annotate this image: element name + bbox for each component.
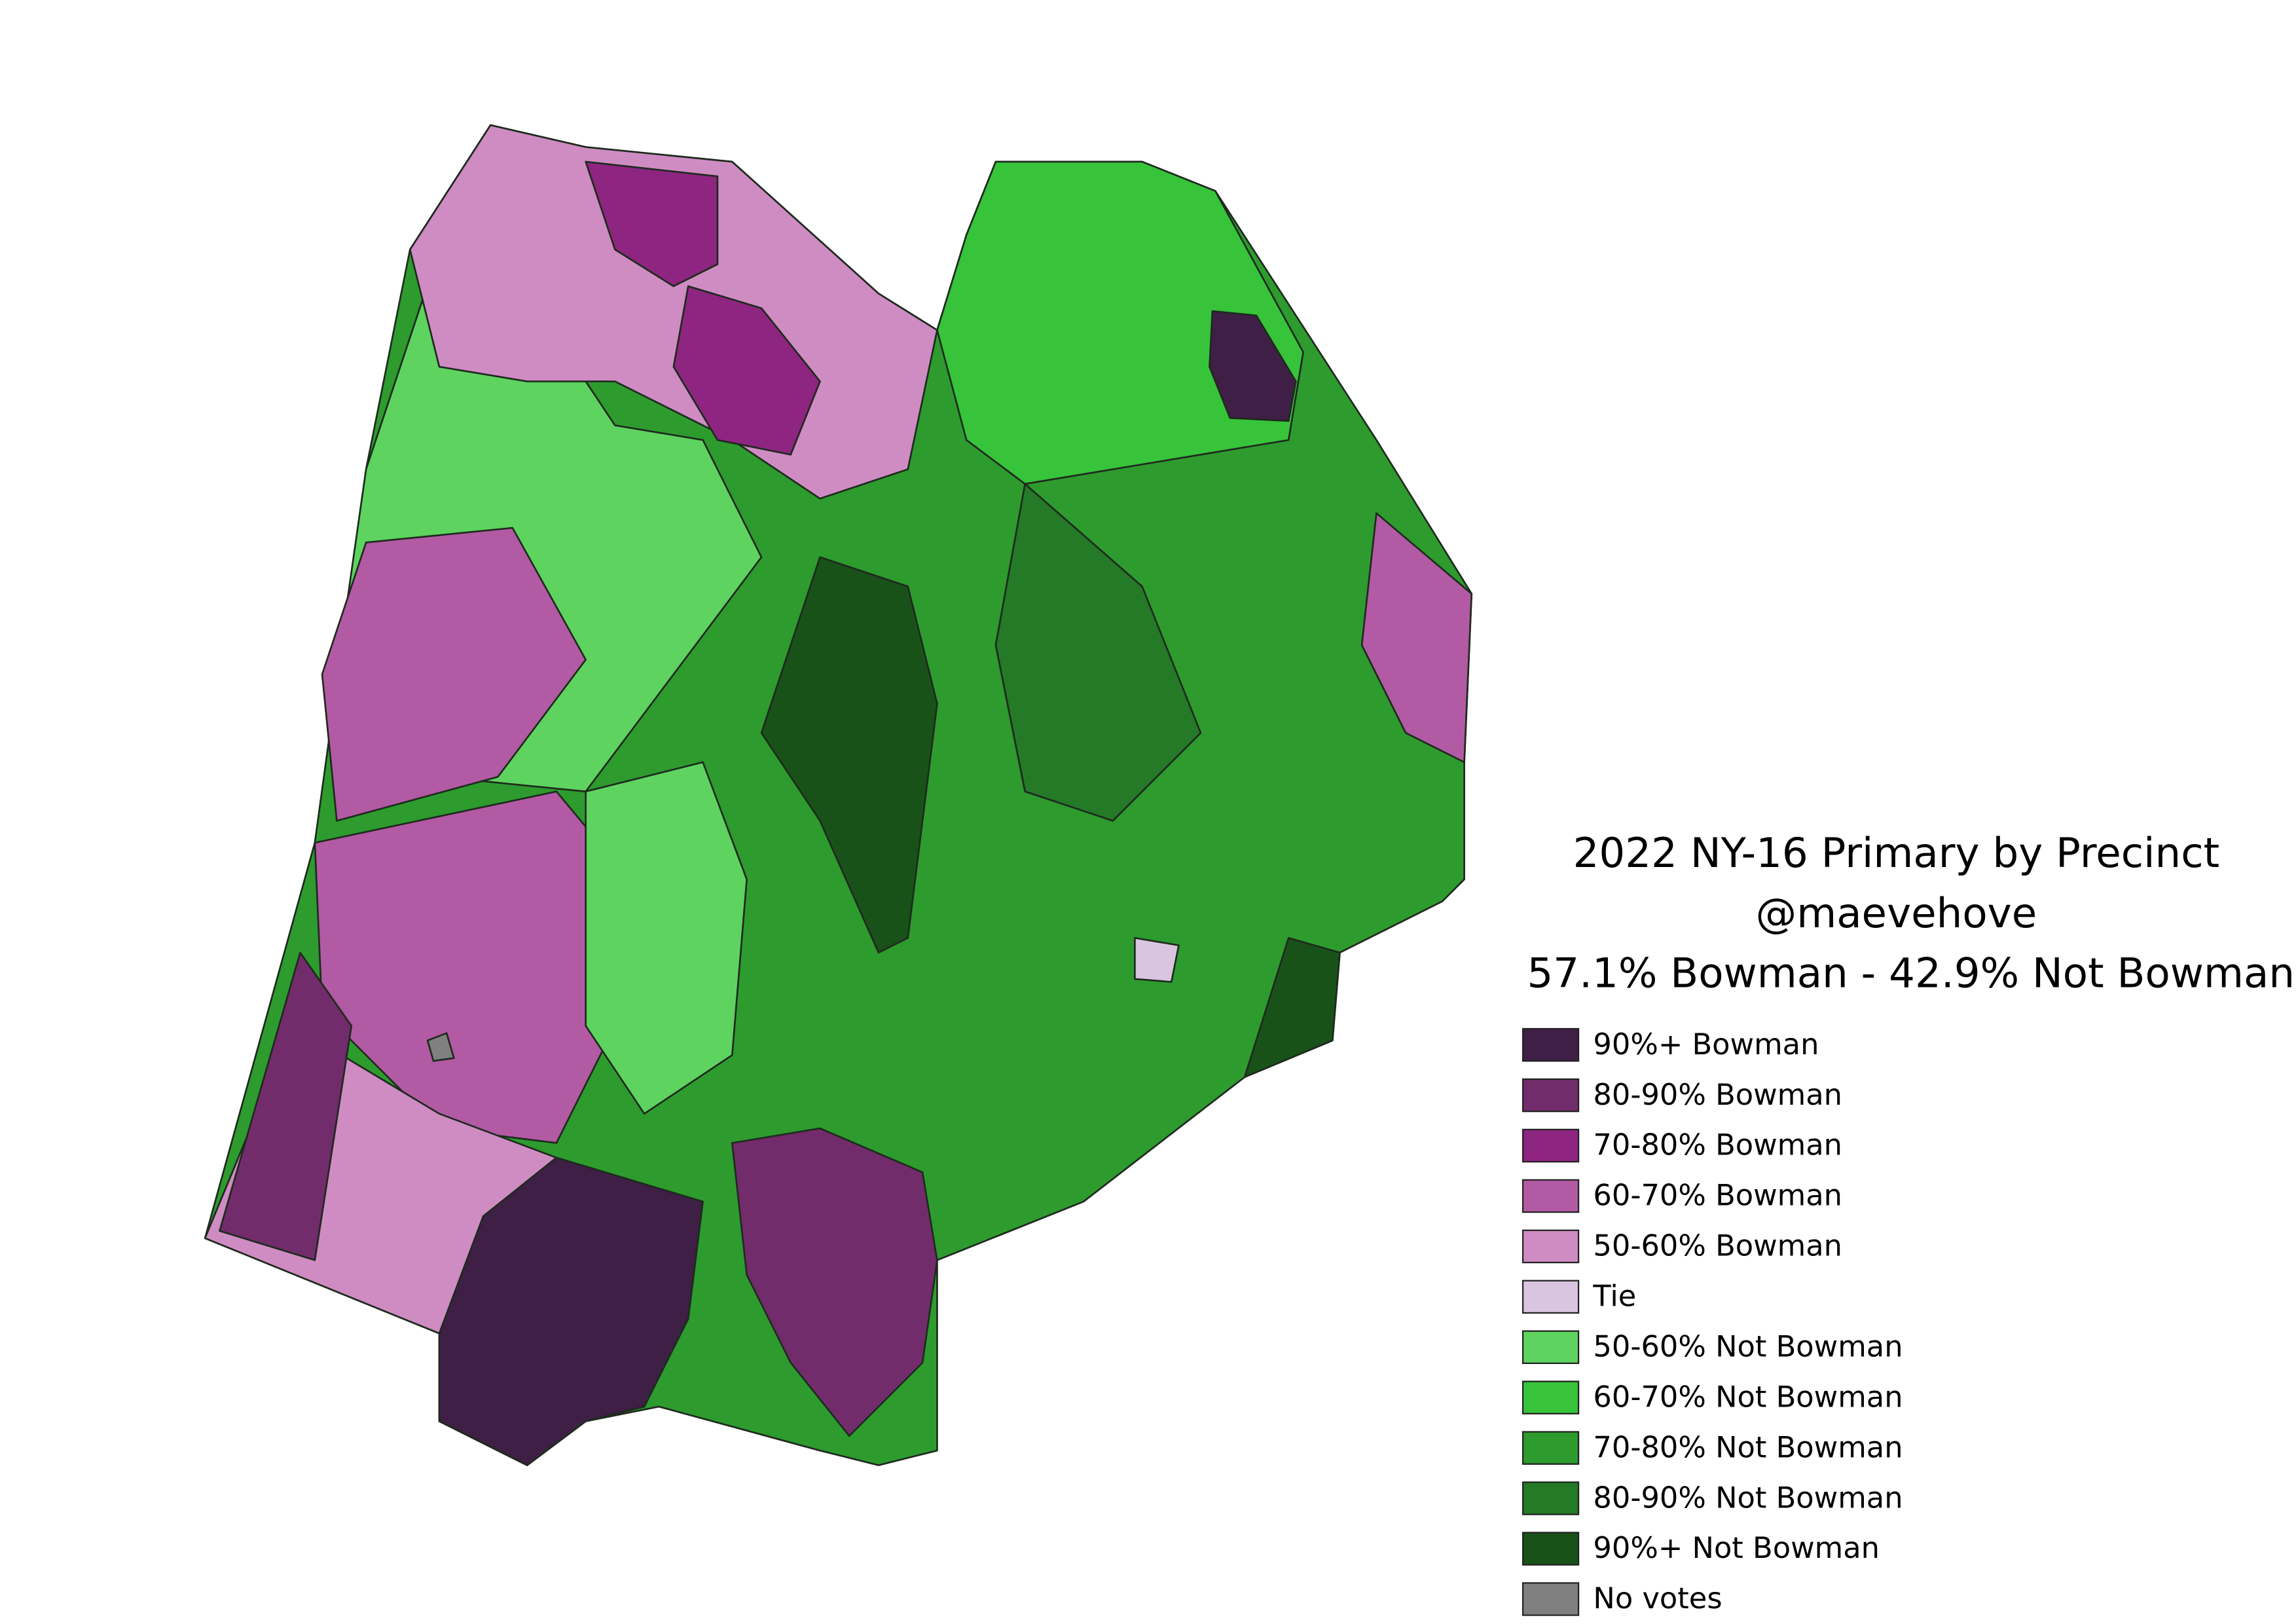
map-title: 2022 NY-16 Primary by Precinct	[1573, 829, 2220, 877]
precinct-area	[936, 160, 1304, 485]
legend-swatch	[1522, 1078, 1580, 1113]
legend-swatch	[1522, 1179, 1580, 1213]
legend-swatch	[1522, 1380, 1580, 1414]
precinct-area	[585, 160, 719, 287]
precinct-area	[672, 285, 821, 456]
legend-swatch	[1522, 1582, 1580, 1616]
precinct-area	[426, 1032, 455, 1062]
precinct-area	[1209, 310, 1297, 422]
legend-label: 60-70% Bowman	[1593, 1178, 1842, 1213]
legend-label: 70-80% Not Bowman	[1593, 1430, 1903, 1464]
precinct-area	[1134, 937, 1180, 983]
legend-label: 90%+ Bowman	[1593, 1027, 1819, 1061]
precinct-area	[994, 483, 1202, 822]
legend-swatch	[1522, 1330, 1580, 1364]
map-author: @maevehove	[1756, 889, 2037, 937]
legend-swatch	[1522, 1431, 1580, 1465]
legend-swatch	[1522, 1532, 1580, 1566]
precinct-area	[1243, 937, 1341, 1079]
precinct-area	[438, 1156, 704, 1466]
legend: 90%+ Bowman 80-90% Bowman 70-80% Bowman 60-…	[1522, 1027, 1903, 1616]
legend-swatch	[1522, 1229, 1580, 1264]
precinct-area	[1360, 512, 1473, 764]
legend-label: 70-80% Bowman	[1593, 1128, 1842, 1162]
legend-swatch	[1522, 1280, 1580, 1314]
precinct-area	[321, 526, 587, 822]
precinct-map	[204, 124, 1473, 1466]
precinct-area	[760, 556, 938, 954]
precinct-area	[219, 951, 353, 1261]
legend-label: No votes	[1593, 1581, 1722, 1615]
legend-label: 80-90% Bowman	[1593, 1077, 1842, 1112]
precinct-area	[585, 761, 748, 1115]
legend-label: 60-70% Not Bowman	[1593, 1379, 1903, 1414]
legend-label: 80-90% Not Bowman	[1593, 1480, 1903, 1515]
legend-label: 50-60% Not Bowman	[1593, 1329, 1903, 1363]
legend-label: 90%+ Not Bowman	[1593, 1530, 1880, 1565]
precinct-area	[731, 1127, 938, 1437]
legend-swatch	[1522, 1128, 1580, 1163]
legend-label: Tie	[1592, 1279, 1636, 1314]
legend-swatch	[1522, 1027, 1580, 1062]
legend-label: 50-60% Bowman	[1593, 1228, 1842, 1263]
map-summary: 57.1% Bowman - 42.9% Not Bowman	[1527, 950, 2295, 997]
legend-swatch	[1522, 1481, 1580, 1515]
